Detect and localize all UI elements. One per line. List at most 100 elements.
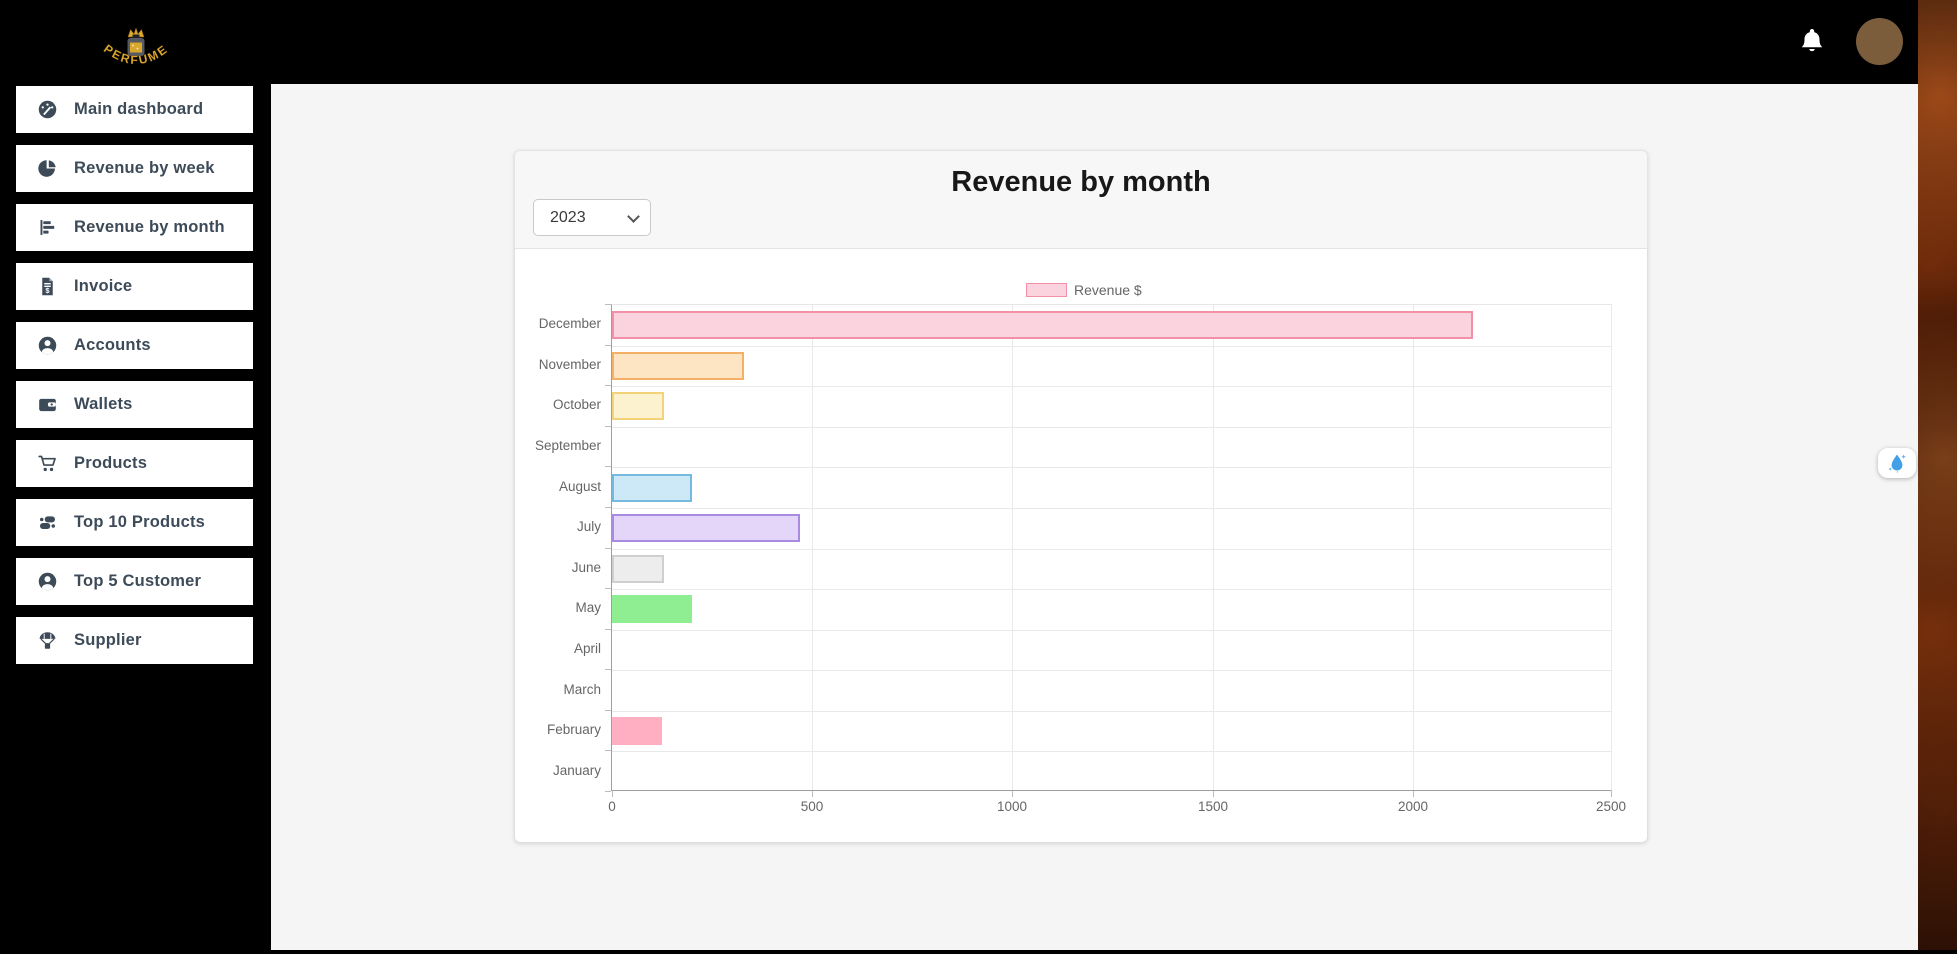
vertical-gridline xyxy=(1413,305,1414,790)
y-axis-label: October xyxy=(552,397,601,412)
x-axis-tick-label: 2500 xyxy=(1595,799,1627,814)
svg-text:$: $ xyxy=(45,286,50,295)
y-axis-label: February xyxy=(546,722,601,737)
sidebar-item-top-10-products[interactable]: Top 10 Products xyxy=(16,499,253,546)
y-tick-mark xyxy=(605,750,611,751)
sidebar-item-revenue-by-month[interactable]: Revenue by month xyxy=(16,204,253,251)
y-tick-mark xyxy=(605,507,611,508)
sidebar-item-label: Invoice xyxy=(74,277,133,295)
card-header: Revenue by month 2023 xyxy=(514,150,1648,249)
shoe-prints-icon xyxy=(39,516,56,529)
sidebar-item-invoice[interactable]: $ Invoice xyxy=(16,263,253,310)
chart-bar-november[interactable] xyxy=(612,352,744,380)
sidebar-item-label: Revenue by week xyxy=(74,159,215,177)
dashboard-gauge-icon xyxy=(38,100,57,119)
x-tick-mark xyxy=(612,791,613,797)
y-axis-label: May xyxy=(575,600,601,615)
sidebar-item-top-5-customer[interactable]: Top 5 Customer xyxy=(16,558,253,605)
shopping-cart-icon xyxy=(38,455,56,472)
y-tick-mark xyxy=(605,548,611,549)
chart-bar-february[interactable] xyxy=(612,717,662,745)
chart-bar-august[interactable] xyxy=(612,474,692,502)
sidebar-item-label: Top 10 Products xyxy=(74,513,206,531)
y-tick-mark xyxy=(605,345,611,346)
year-select-wrap: 2023 xyxy=(533,199,651,236)
x-tick-mark xyxy=(1012,791,1013,797)
y-axis-label: September xyxy=(534,438,601,453)
vertical-gridline xyxy=(1012,305,1013,790)
horizontal-gridline xyxy=(612,427,1611,428)
x-axis-tick-label: 500 xyxy=(800,799,824,814)
y-axis-label: March xyxy=(563,682,601,697)
year-select[interactable]: 2023 xyxy=(533,199,651,236)
x-axis-tick-label: 0 xyxy=(608,799,616,814)
card-title: Revenue by month xyxy=(951,166,1211,198)
y-axis-label: January xyxy=(552,763,601,778)
y-axis-label: November xyxy=(538,357,601,372)
horizontal-gridline xyxy=(612,630,1611,631)
perfume-logo[interactable]: PERFUME xyxy=(96,24,176,72)
y-tick-mark xyxy=(605,710,611,711)
sidebar-item-revenue-by-week[interactable]: Revenue by week xyxy=(16,145,253,192)
user-circle-icon xyxy=(38,572,57,591)
y-axis-label: August xyxy=(558,479,601,494)
chart-bar-june[interactable] xyxy=(612,555,664,583)
sidebar-item-wallets[interactable]: Wallets xyxy=(16,381,253,428)
horizontal-gridline xyxy=(612,346,1611,347)
chart-bar-may[interactable] xyxy=(612,595,692,623)
horizontal-gridline xyxy=(612,751,1611,752)
chart-bar-october[interactable] xyxy=(612,392,664,420)
floating-extension-button[interactable] xyxy=(1878,448,1916,478)
y-tick-mark xyxy=(605,304,611,305)
y-axis-label: June xyxy=(571,560,601,575)
y-tick-mark xyxy=(605,385,611,386)
y-tick-mark xyxy=(605,466,611,467)
x-tick-mark xyxy=(1213,791,1214,797)
sidebar-item-label: Wallets xyxy=(74,395,133,413)
vertical-gridline xyxy=(1611,305,1612,790)
legend-label: Revenue $ xyxy=(1074,282,1142,298)
vertical-gridline xyxy=(1213,305,1214,790)
chart-plot xyxy=(611,304,1612,791)
chart-bar-december[interactable] xyxy=(612,311,1473,339)
chart-area: 0 500 1000 1500 2000 2500 December November Octo… xyxy=(515,151,1647,842)
sidebar-item-supplier[interactable]: Supplier xyxy=(16,617,253,664)
y-tick-mark xyxy=(605,629,611,630)
sidebar-item-label: Supplier xyxy=(74,631,142,649)
notification-bell-icon[interactable] xyxy=(1800,27,1824,55)
sidebar-item-main-dashboard[interactable]: Main dashboard xyxy=(16,86,253,133)
sidebar-item-accounts[interactable]: Accounts xyxy=(16,322,253,369)
revenue-by-month-card: Revenue by month 2023 Revenue $ 0 500 1000… xyxy=(514,150,1648,843)
user-circle-icon xyxy=(38,336,57,355)
screen-bottom-edge xyxy=(0,950,1957,954)
sidebar-item-label: Main dashboard xyxy=(74,100,204,118)
water-drop-icon xyxy=(1888,454,1906,473)
sidebar-item-products[interactable]: Products xyxy=(16,440,253,487)
x-tick-mark xyxy=(1611,791,1612,797)
sidebar-item-label: Revenue by month xyxy=(74,218,225,236)
invoice-dollar-icon: $ xyxy=(42,277,53,296)
chart-legend[interactable]: Revenue $ xyxy=(1026,282,1142,298)
parachute-box-icon xyxy=(39,632,56,649)
y-tick-mark xyxy=(605,426,611,427)
horizontal-gridline xyxy=(612,711,1611,712)
top-navbar: PERFUME xyxy=(0,0,1918,84)
horizontal-gridline xyxy=(612,670,1611,671)
crown-icon xyxy=(127,27,145,38)
sidebar-nav: Main dashboard Revenue by week Revenue b… xyxy=(0,84,271,950)
y-tick-mark xyxy=(605,791,611,792)
legend-swatch xyxy=(1026,283,1067,297)
y-tick-mark xyxy=(605,669,611,670)
horizontal-gridline xyxy=(612,508,1611,509)
chart-bar-july[interactable] xyxy=(612,514,800,542)
main-content: Revenue by month 2023 Revenue $ 0 500 1000… xyxy=(271,84,1918,950)
horizontal-bar-chart-icon xyxy=(40,220,55,235)
pie-chart-icon xyxy=(38,160,56,177)
wallet-icon xyxy=(39,398,56,412)
x-axis-tick-label: 1000 xyxy=(996,799,1028,814)
y-axis-label: July xyxy=(576,519,601,534)
vertical-gridline xyxy=(812,305,813,790)
y-axis-label: December xyxy=(538,316,601,331)
user-avatar[interactable] xyxy=(1856,18,1903,65)
horizontal-gridline xyxy=(612,386,1611,387)
